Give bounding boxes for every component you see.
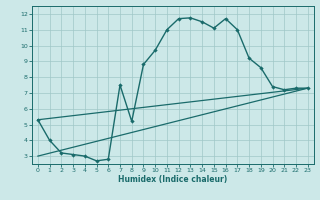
X-axis label: Humidex (Indice chaleur): Humidex (Indice chaleur) — [118, 175, 228, 184]
